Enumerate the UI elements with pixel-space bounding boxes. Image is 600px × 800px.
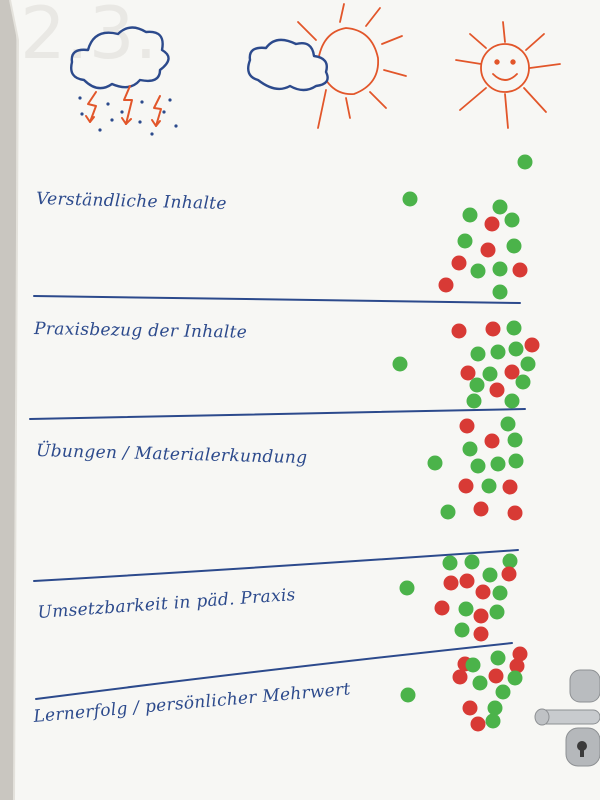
green-dot [502,553,518,569]
green-dot [482,567,498,583]
red-dot [473,608,489,624]
storm-cloud-icon [70,26,178,136]
red-dot [458,478,474,494]
red-dot [473,626,489,642]
sticker-dots [392,154,540,732]
red-dot [451,255,467,271]
red-dot [434,600,450,616]
green-dot [400,687,416,703]
criterion-label-1: Verständliche Inhalte [36,189,227,214]
green-dot [507,432,523,448]
green-dot [457,233,473,249]
paper-edge [9,0,20,800]
red-dot [512,646,528,662]
green-dot [508,341,524,357]
red-dot [459,418,475,434]
red-dot [480,242,496,258]
green-dot [399,580,415,596]
green-dot [440,504,456,520]
green-dot [492,284,508,300]
wall-shadow-left [0,0,16,800]
green-dot [472,675,488,691]
green-dot [465,657,481,673]
red-dot [473,501,489,517]
red-dot [451,323,467,339]
handle-lever-end [534,708,550,726]
green-dot [490,456,506,472]
handle-rose [569,669,600,703]
green-dot [495,684,511,700]
smiling-sun-icon [455,21,561,129]
red-dot [484,216,500,232]
red-dot [475,584,491,600]
green-dot [482,366,498,382]
green-dot [470,346,486,362]
keyhole [577,741,587,751]
criterion-label-2: Praxisbezug der Inhalte [33,319,247,343]
green-dot [470,458,486,474]
green-dot [506,238,522,254]
green-dot [500,416,516,432]
partly-sunny-icon [247,3,407,129]
green-dot [520,356,536,372]
red-dot [509,658,525,674]
green-dot [462,207,478,223]
red-dot [452,669,468,685]
green-dot [466,393,482,409]
green-dot [506,320,522,336]
red-dot [438,277,454,293]
red-dot [504,364,520,380]
green-dot [402,191,418,207]
red-dot [459,573,475,589]
green-dot [504,393,520,409]
red-dot [488,668,504,684]
red-dot [484,433,500,449]
green-dot [507,670,523,686]
green-dot [427,455,443,471]
green-dot [487,700,503,716]
green-dot [442,555,458,571]
separator-line-2 [29,408,526,420]
green-dot [490,344,506,360]
red-dot [507,505,523,521]
green-dot [489,604,505,620]
green-dot [492,585,508,601]
green-dot [490,650,506,666]
red-dot [524,337,540,353]
keyhole-slot [580,748,584,757]
green-dot [470,263,486,279]
green-dot [392,356,408,372]
watermark-number: 2.3. [20,0,157,75]
red-dot [470,716,486,732]
green-dot [504,212,520,228]
green-dot [481,478,497,494]
green-dot [458,601,474,617]
green-dot [462,441,478,457]
green-dot [454,622,470,638]
red-dot [485,321,501,337]
red-dot [460,365,476,381]
green-dot [515,374,531,390]
paper-sheet [10,0,600,800]
separator-line-1 [33,295,521,304]
row-separators [29,295,526,700]
red-dot [512,262,528,278]
door-handle [534,669,600,767]
red-dot [489,382,505,398]
red-dot [501,566,517,582]
separator-line-3 [33,549,519,582]
green-dot [464,554,480,570]
green-dot [492,261,508,277]
red-dot [502,479,518,495]
red-dot [462,700,478,716]
separator-line-4 [35,642,513,700]
green-dot [469,377,485,393]
green-dot [485,713,501,729]
green-dot [508,453,524,469]
green-dot [492,199,508,215]
red-dot [443,575,459,591]
green-dot [517,154,533,170]
